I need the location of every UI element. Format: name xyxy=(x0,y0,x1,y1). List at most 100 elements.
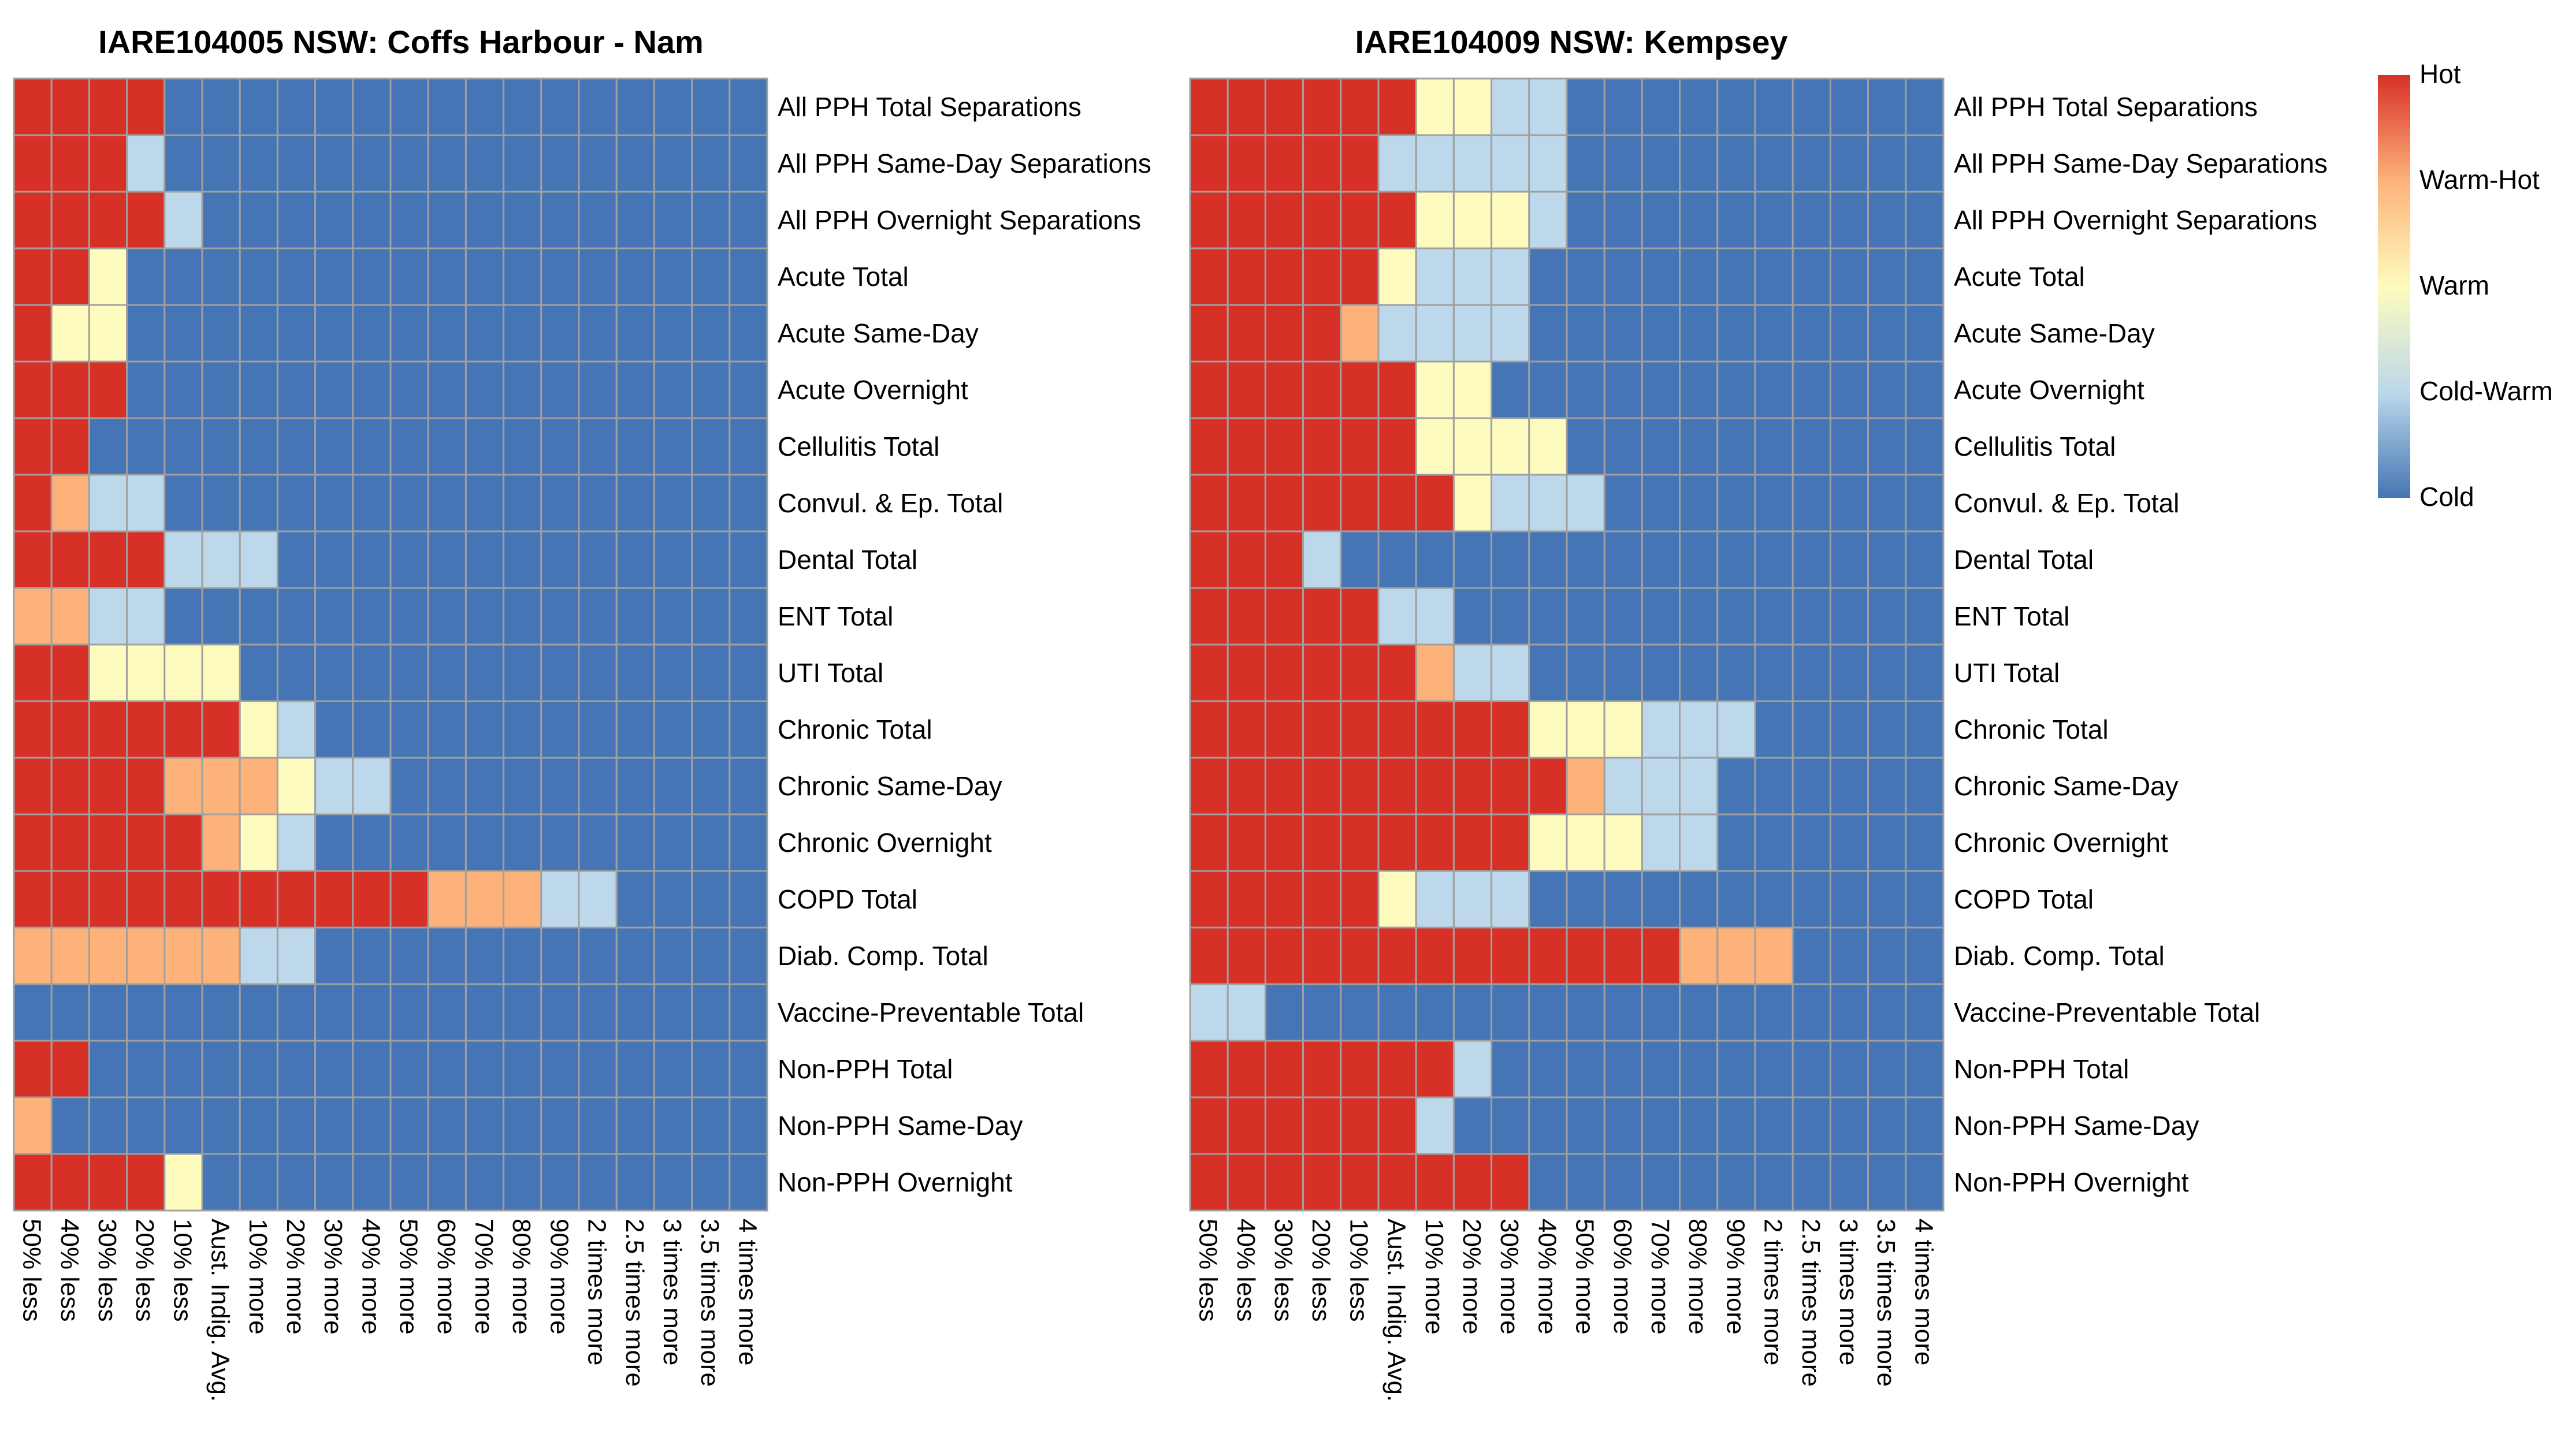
heatmap-cell xyxy=(50,360,90,419)
heatmap-cell xyxy=(1716,247,1756,306)
heatmap-cell xyxy=(163,813,203,872)
heatmap-cell xyxy=(653,643,693,702)
heatmap-cell xyxy=(1415,870,1455,929)
heatmap-cell xyxy=(314,1153,354,1212)
heatmap-cells-kempsey xyxy=(1189,77,1945,1212)
heatmap-cell xyxy=(88,530,128,589)
heatmap-cell xyxy=(427,983,467,1042)
heatmap-cell xyxy=(13,813,53,872)
heatmap-cell xyxy=(691,643,731,702)
heatmap-cell xyxy=(239,983,278,1042)
heatmap-cell xyxy=(1641,870,1681,929)
heatmap-cell xyxy=(1415,191,1455,250)
heatmap-cell xyxy=(1226,587,1266,646)
heatmap-cell xyxy=(1452,813,1493,872)
heatmap-cell xyxy=(1340,304,1380,363)
heatmap-cell xyxy=(1679,926,1719,985)
heatmap-cell xyxy=(1566,530,1605,589)
heatmap-cell xyxy=(1867,360,1907,419)
heatmap-cell xyxy=(1452,191,1493,250)
heatmap-cell xyxy=(352,247,392,306)
heatmap-cell xyxy=(163,643,203,702)
heatmap-cell xyxy=(389,417,429,476)
heatmap-cell xyxy=(1754,304,1794,363)
heatmap-cell xyxy=(13,304,53,363)
row-label: Dental Total xyxy=(778,545,917,575)
heatmap-cell xyxy=(1679,813,1719,872)
heatmap-cell xyxy=(427,360,467,419)
heatmap-cell xyxy=(1340,983,1380,1042)
heatmap-cell xyxy=(540,474,580,532)
heatmap-cell xyxy=(729,360,768,419)
heatmap-cell xyxy=(201,417,241,476)
heatmap-cell xyxy=(729,983,768,1042)
heatmap-cell xyxy=(352,474,392,532)
heatmap-cell xyxy=(389,870,429,929)
row-label: ENT Total xyxy=(778,601,893,631)
heatmap-cell xyxy=(1491,360,1530,419)
heatmap-cell xyxy=(1189,417,1229,476)
heatmap-cell xyxy=(50,134,90,193)
heatmap-cell xyxy=(201,643,241,702)
heatmap-cell xyxy=(427,926,467,985)
heatmap-cell xyxy=(1340,530,1380,589)
heatmap-cell xyxy=(1452,304,1493,363)
heatmap-cell xyxy=(239,77,278,136)
heatmap-cell xyxy=(503,1040,542,1098)
heatmap-cell xyxy=(1867,247,1907,306)
heatmap-cell xyxy=(464,304,505,363)
heatmap-cell xyxy=(201,926,241,985)
heatmap-cell xyxy=(1566,1040,1605,1098)
heatmap-cell xyxy=(1340,643,1380,702)
heatmap-cell xyxy=(1641,813,1681,872)
heatmap-cell xyxy=(729,77,768,136)
heatmap-cell xyxy=(276,926,317,985)
heatmap-cell xyxy=(427,530,467,589)
heatmap-cell xyxy=(1603,870,1643,929)
heatmap-cell xyxy=(13,587,53,646)
heatmap-cell xyxy=(1264,813,1304,872)
heatmap-cell xyxy=(126,530,166,589)
heatmap-cell xyxy=(540,700,580,759)
heatmap-cell xyxy=(1377,1040,1417,1098)
heatmap-cell xyxy=(1829,983,1869,1042)
heatmap-cell xyxy=(1302,1153,1342,1212)
heatmap-cell xyxy=(503,870,542,929)
heatmap-cell xyxy=(1867,926,1907,985)
column-label: 20% less xyxy=(1307,1219,1335,1322)
heatmap-cell xyxy=(1603,191,1643,250)
heatmap-cell xyxy=(464,757,505,815)
heatmap-cell xyxy=(50,926,90,985)
heatmap-cell xyxy=(1792,247,1831,306)
heatmap-cell xyxy=(1641,474,1681,532)
column-label: 50% more xyxy=(395,1219,423,1335)
row-label: All PPH Same-Day Separations xyxy=(1954,148,2328,178)
heatmap-cell xyxy=(464,926,505,985)
heatmap-cell xyxy=(201,530,241,589)
heatmap-cell xyxy=(239,134,278,193)
heatmap-cell xyxy=(1528,304,1568,363)
heatmap-cell xyxy=(1491,417,1530,476)
row-label: Non-PPH Same-Day xyxy=(778,1111,1023,1141)
heatmap-cell xyxy=(1226,1040,1266,1098)
row-label: Dental Total xyxy=(1954,545,2094,575)
heatmap-cell xyxy=(201,870,241,929)
heatmap-cell xyxy=(427,1040,467,1098)
heatmap-cell xyxy=(1679,700,1719,759)
heatmap-cell xyxy=(653,1153,693,1212)
heatmap-cell xyxy=(389,926,429,985)
heatmap-cell xyxy=(126,643,166,702)
panel-coffs-harbour: IARE104005 NSW: Coffs Harbour - Nam All … xyxy=(13,24,1151,1402)
heatmap-cell xyxy=(729,700,768,759)
heatmap-cell xyxy=(13,417,53,476)
heatmap-cell xyxy=(1679,1096,1719,1155)
heatmap-cell xyxy=(389,813,429,872)
heatmap-cell xyxy=(1829,1040,1869,1098)
heatmap-cell xyxy=(1905,191,1945,250)
heatmap-cell xyxy=(276,870,317,929)
heatmap-cell xyxy=(1754,587,1794,646)
heatmap-cell xyxy=(1603,530,1643,589)
heatmap-cell xyxy=(615,417,655,476)
column-label: 50% less xyxy=(1194,1219,1222,1322)
heatmap-cell xyxy=(578,360,618,419)
